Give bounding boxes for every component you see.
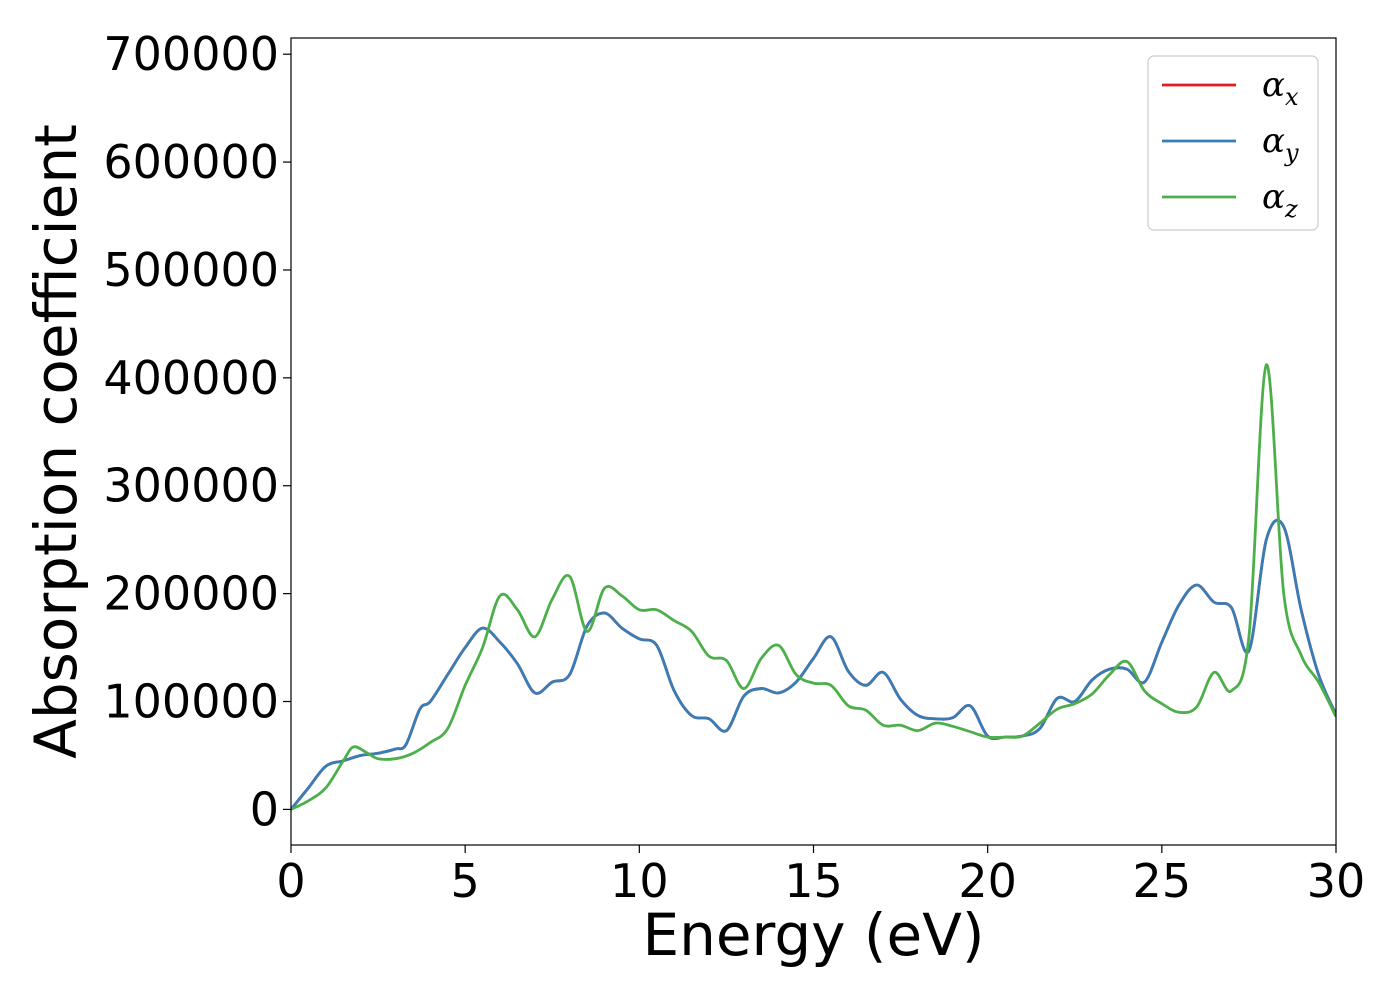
series-line-z <box>291 363 1336 811</box>
y-tick-label: 300000 <box>103 459 279 513</box>
plot-lines <box>291 363 1336 811</box>
series-line-x <box>291 518 1336 811</box>
y-tick-label: 0 <box>250 782 279 836</box>
legend-label-y: αy <box>1262 121 1299 167</box>
y-tick-label: 500000 <box>103 243 279 297</box>
x-tick-label: 5 <box>451 854 480 908</box>
x-axis-ticks: 0 5 10 15 20 25 30 <box>276 845 1365 908</box>
x-tick-label: 30 <box>1307 854 1366 908</box>
legend: αx αy αz <box>1147 55 1319 231</box>
y-tick-label: 700000 <box>103 27 279 81</box>
y-tick-label: 200000 <box>103 567 279 621</box>
legend-label-z: αz <box>1262 177 1298 223</box>
x-tick-label: 0 <box>276 854 305 908</box>
y-tick-label: 400000 <box>103 351 279 405</box>
x-tick-label: 15 <box>784 854 843 908</box>
x-tick-label: 25 <box>1133 854 1192 908</box>
x-tick-label: 10 <box>610 854 669 908</box>
y-tick-label: 100000 <box>103 675 279 729</box>
legend-box <box>1147 55 1319 231</box>
series-line-y <box>291 518 1336 811</box>
x-axis-label: Energy (eV) <box>642 901 984 969</box>
legend-label-x: αx <box>1262 65 1299 111</box>
y-axis-label: Absorption coefficient <box>22 124 90 759</box>
y-tick-label: 600000 <box>103 135 279 189</box>
x-tick-label: 20 <box>958 854 1017 908</box>
y-axis-ticks: 0 100000 200000 300000 400000 500000 600000 700… <box>103 27 291 836</box>
